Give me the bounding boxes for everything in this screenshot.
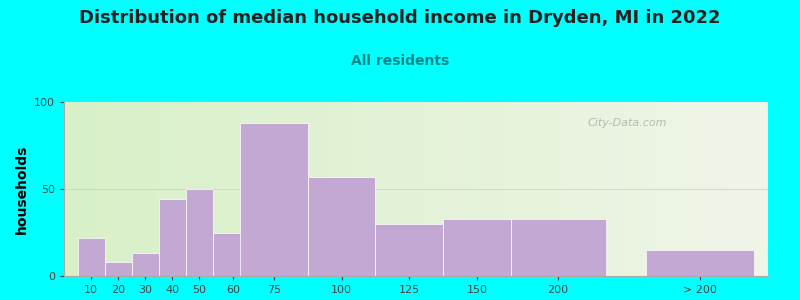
Bar — [186, 189, 213, 276]
Text: All residents: All residents — [351, 54, 449, 68]
Bar — [78, 238, 105, 276]
Bar — [510, 219, 606, 276]
Bar — [240, 123, 308, 276]
Bar — [308, 177, 375, 276]
Bar — [213, 232, 254, 276]
Bar — [158, 200, 186, 276]
Bar — [132, 254, 158, 276]
Text: City-Data.com: City-Data.com — [587, 118, 667, 128]
Bar — [646, 250, 754, 276]
Bar — [375, 224, 443, 276]
Bar — [105, 262, 132, 276]
Bar — [443, 219, 510, 276]
Y-axis label: households: households — [14, 144, 29, 234]
Text: Distribution of median household income in Dryden, MI in 2022: Distribution of median household income … — [79, 9, 721, 27]
